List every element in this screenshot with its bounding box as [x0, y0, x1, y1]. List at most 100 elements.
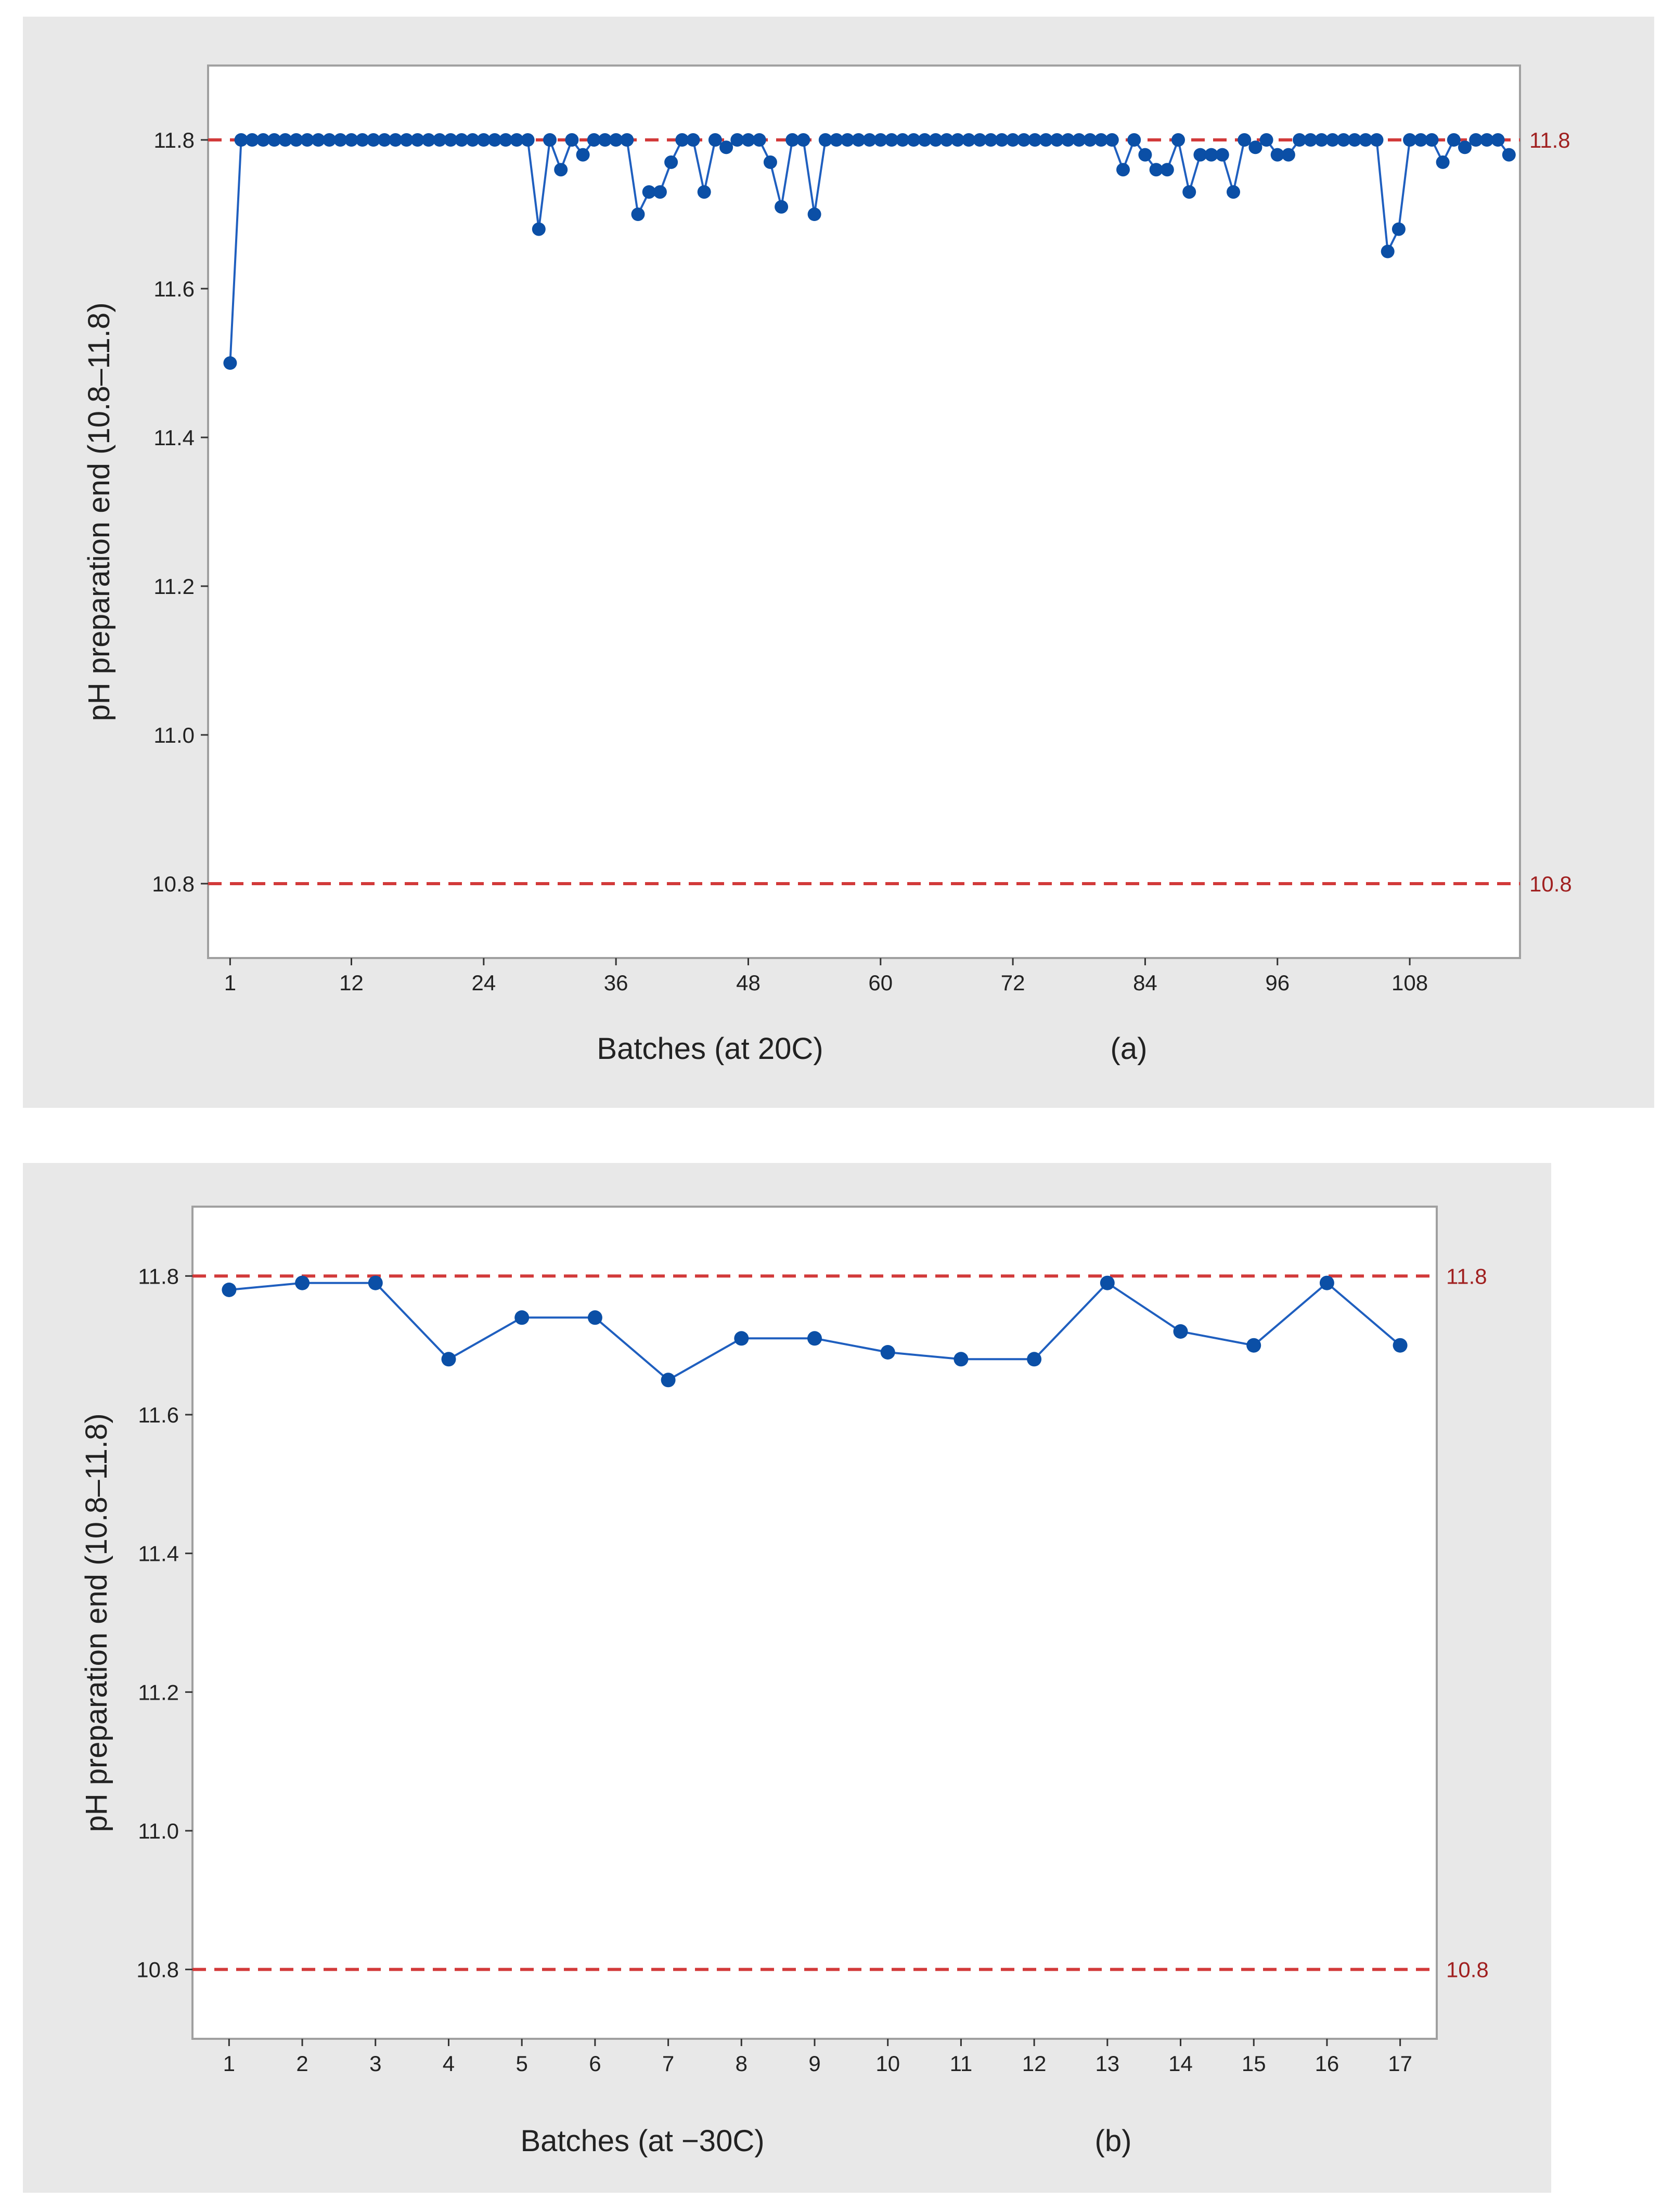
- data-point: [1315, 133, 1329, 147]
- data-point: [1381, 244, 1395, 258]
- chart-a-panel-label: (a): [1111, 1032, 1148, 1066]
- data-point: [554, 163, 568, 177]
- data-point: [1028, 133, 1042, 147]
- data-point: [1238, 133, 1252, 147]
- data-point: [344, 133, 358, 147]
- y-tick-label: 11.2: [138, 1680, 179, 1704]
- data-point: [410, 133, 424, 147]
- data-point: [514, 1310, 530, 1325]
- x-tick-label: 6: [589, 2051, 601, 2076]
- x-tick-label: 3: [369, 2051, 381, 2076]
- data-point: [1480, 133, 1494, 147]
- data-point: [389, 133, 403, 147]
- x-tick-label: 13: [1095, 2051, 1119, 2076]
- data-point: [1149, 163, 1163, 177]
- data-point: [807, 1331, 822, 1346]
- data-point: [400, 133, 414, 147]
- data-point: [1293, 133, 1307, 147]
- data-point: [951, 133, 965, 147]
- data-point: [532, 222, 546, 236]
- data-point: [565, 133, 579, 147]
- limit-label: 10.8: [1529, 872, 1572, 896]
- data-point: [1359, 133, 1373, 147]
- data-point: [642, 185, 656, 199]
- limit-label: 11.8: [1529, 128, 1570, 152]
- data-point: [653, 185, 667, 199]
- data-point: [466, 133, 480, 147]
- data-point: [984, 133, 998, 147]
- data-point: [295, 1275, 310, 1290]
- data-point: [1094, 133, 1108, 147]
- data-point: [1127, 133, 1141, 147]
- data-point: [631, 208, 645, 221]
- chart-b-panel-label: (b): [1095, 2124, 1132, 2158]
- x-tick-label: 10: [875, 2051, 900, 2076]
- x-tick-label: 108: [1391, 971, 1428, 995]
- data-point: [1304, 133, 1318, 147]
- data-point: [734, 1331, 749, 1346]
- data-point: [576, 148, 590, 162]
- data-point: [1436, 155, 1450, 169]
- data-point: [730, 133, 744, 147]
- data-point: [543, 133, 557, 147]
- data-point: [995, 133, 1009, 147]
- data-point: [455, 133, 469, 147]
- data-point: [1215, 148, 1229, 162]
- data-point: [1403, 133, 1417, 147]
- y-tick-label: 11.8: [138, 1264, 179, 1288]
- data-point: [852, 133, 866, 147]
- data-point: [661, 1373, 676, 1388]
- x-tick-label: 11: [950, 2051, 973, 2076]
- data-point: [752, 133, 766, 147]
- data-point: [289, 133, 303, 147]
- data-point: [785, 133, 800, 147]
- data-point: [488, 133, 501, 147]
- y-tick-label: 11.8: [153, 128, 195, 152]
- data-point: [880, 1345, 895, 1360]
- chart-a-plot-area: [207, 64, 1521, 959]
- data-point: [1325, 133, 1339, 147]
- data-point: [1171, 133, 1185, 147]
- x-tick-label: 7: [662, 2051, 674, 2076]
- data-point: [267, 133, 281, 147]
- x-tick-label: 14: [1168, 2051, 1193, 2076]
- y-tick-label: 11.6: [153, 277, 195, 301]
- data-point: [1027, 1352, 1042, 1367]
- data-point: [1083, 133, 1097, 147]
- y-tick-label: 11.6: [138, 1403, 179, 1427]
- data-point: [222, 1283, 237, 1297]
- data-point: [1116, 163, 1130, 177]
- data-point: [841, 133, 855, 147]
- data-point: [929, 133, 943, 147]
- data-point: [939, 133, 954, 147]
- x-tick-label: 24: [471, 971, 496, 995]
- y-tick-label: 10.8: [152, 872, 195, 896]
- data-point: [1160, 163, 1174, 177]
- y-tick-label: 11.0: [153, 723, 195, 747]
- chart-a-x-axis: 1 12 24 36 48 60 72 84 96 108: [224, 958, 1428, 995]
- chart-a-y-axis: 10.8 11.0 11.2 11.4 11.6 11.8: [152, 128, 208, 896]
- data-point: [1270, 148, 1284, 162]
- data-point: [1336, 133, 1350, 147]
- data-point: [763, 155, 777, 169]
- data-point: [896, 133, 910, 147]
- data-point: [510, 133, 524, 147]
- data-point: [256, 133, 270, 147]
- y-tick-label: 11.2: [153, 574, 195, 599]
- data-point: [885, 133, 898, 147]
- x-tick-label: 84: [1133, 971, 1157, 995]
- data-point: [830, 133, 843, 147]
- data-point: [1204, 148, 1218, 162]
- data-point: [521, 133, 535, 147]
- data-point: [1469, 133, 1483, 147]
- data-point: [245, 133, 259, 147]
- data-point: [807, 208, 821, 221]
- data-point: [1370, 133, 1384, 147]
- chart-b-x-axis-label: Batches (at −30C): [520, 2124, 764, 2158]
- data-point: [1414, 133, 1428, 147]
- data-point: [918, 133, 932, 147]
- data-point: [609, 133, 623, 147]
- x-tick-label: 12: [1022, 2051, 1047, 2076]
- data-point: [311, 133, 325, 147]
- data-point: [421, 133, 435, 147]
